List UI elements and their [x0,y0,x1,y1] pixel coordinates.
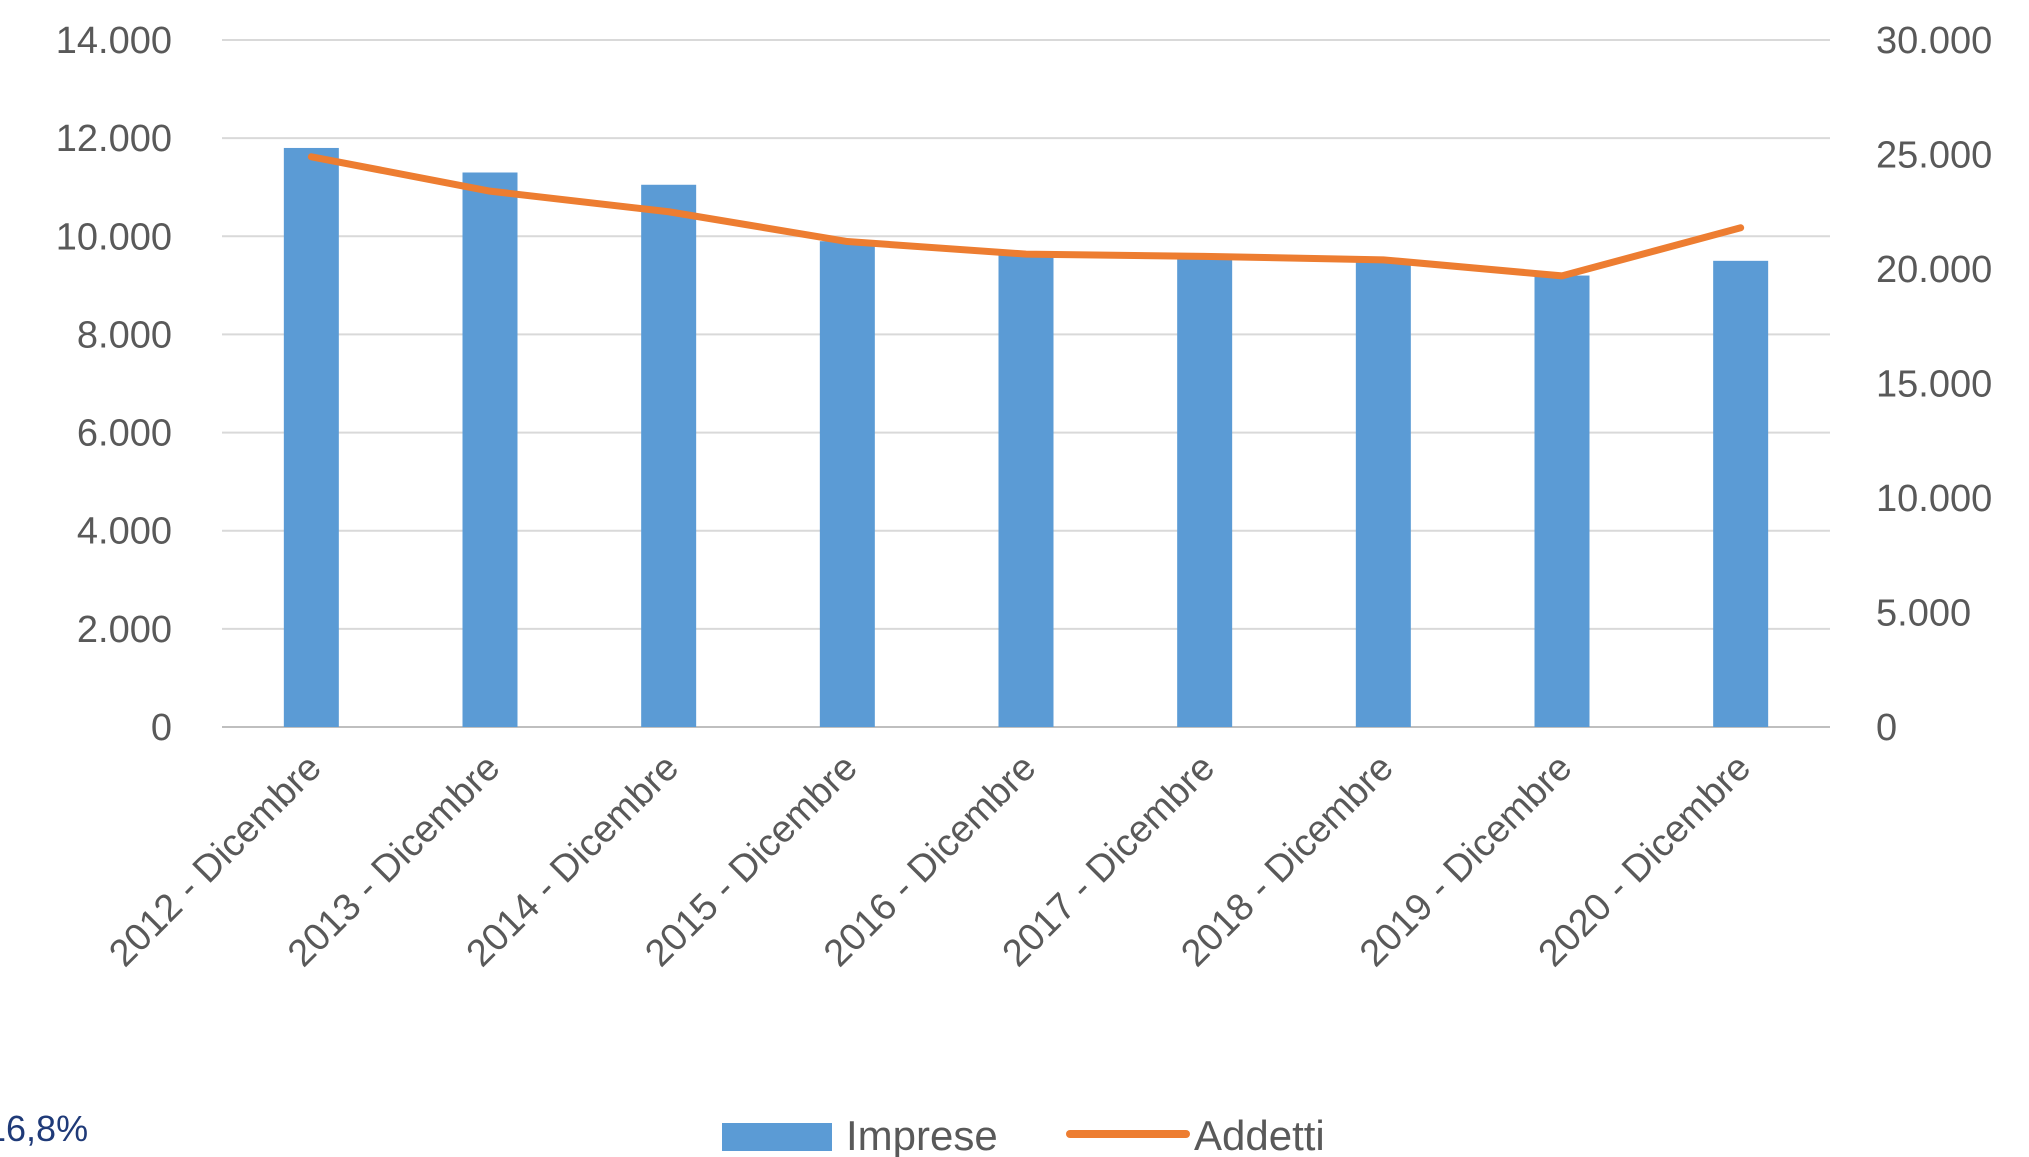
imprese-bars [283,147,1769,727]
legend-label-addetti: Addetti [1194,1112,1325,1157]
bar-imprese [1177,255,1233,727]
bar-imprese [1355,260,1411,727]
addetti-line-series [307,153,1745,280]
bar-imprese [998,251,1054,727]
bar-imprese [462,172,518,727]
left-y-tick-label: 10.000 [56,216,172,258]
right-y-tick-label: 30.000 [1876,20,1992,62]
bar-imprese [819,241,875,727]
right-y-tick-label: 10.000 [1876,478,1992,520]
left-y-tick-label: 0 [151,707,172,749]
right-y-tick-label: 15.000 [1876,364,1992,406]
left-y-tick-label: 2.000 [77,609,172,651]
legend-swatch-imprese [722,1123,832,1151]
line-addetti [307,153,1745,280]
left-y-tick-label: 6.000 [77,413,172,455]
legend-label-imprese: Imprese [846,1112,998,1157]
left-y-tick-label: 8.000 [77,314,172,356]
right-y-tick-label: 0 [1876,707,1897,749]
left-y-tick-label: 12.000 [56,118,172,160]
left-y-tick-label: 14.000 [56,20,172,62]
right-y-axis: 0 5.000 10.000 15.000 20.000 25.000 30.000 [1876,20,1992,749]
legend: Imprese Addetti [722,1112,1325,1157]
bar-imprese [1534,275,1590,727]
right-y-tick-label: 25.000 [1876,135,1992,177]
bar-imprese [641,184,697,727]
bar-imprese [283,147,339,727]
left-y-tick-label: 4.000 [77,511,172,553]
footnote-percentage: 16,8% [0,1108,89,1149]
right-y-tick-label: 5.000 [1876,593,1971,635]
right-y-tick-label: 20.000 [1876,249,1992,291]
bar-imprese [1713,260,1769,727]
left-y-axis: 0 2.000 4.000 6.000 8.000 10.000 12.000 14.000 [56,20,172,749]
